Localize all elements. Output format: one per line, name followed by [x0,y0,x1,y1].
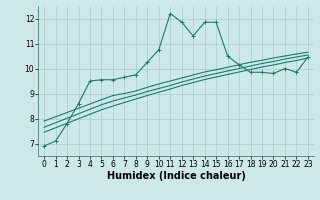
X-axis label: Humidex (Indice chaleur): Humidex (Indice chaleur) [107,171,245,181]
